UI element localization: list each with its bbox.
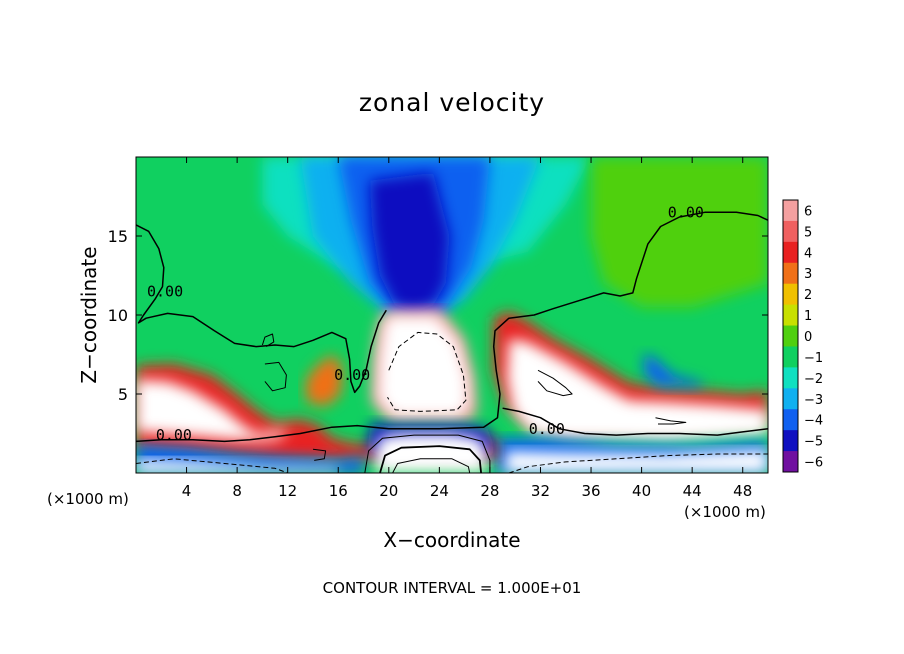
contour-line-12	[136, 458, 288, 473]
color-region-15	[374, 433, 487, 473]
contour-label-3: 0.00	[156, 426, 192, 444]
contour-line-8	[387, 331, 467, 412]
y-tick-label-1: 10	[108, 306, 128, 325]
color-region-3	[369, 172, 450, 312]
x-tick-label-7: 32	[531, 482, 550, 500]
contour-line-2	[502, 407, 768, 436]
contour-line-4	[264, 361, 287, 392]
colorbar-swatch-12	[783, 451, 798, 473]
colorbar-label-8: −2	[804, 372, 823, 387]
colorbar: 6 5 4 3 2 1 0 −1 −2 −3 −4 −5 −6	[782, 199, 823, 473]
color-region-18	[644, 352, 705, 388]
colorbar-label-3: 3	[804, 267, 812, 282]
colorbar-swatch-8	[783, 367, 798, 389]
x-unit-label-left: (×1000 m)	[47, 490, 129, 508]
x-axis-label: X−coordinate	[383, 528, 520, 552]
y-tick-label-2: 15	[108, 227, 128, 246]
contour-line-5	[537, 369, 573, 397]
x-tick-label-3: 16	[329, 482, 348, 500]
x-tick-label-8: 36	[581, 482, 600, 500]
x-tick-label-4: 20	[379, 482, 398, 500]
y-tick-label-0: 5	[118, 385, 128, 404]
colorbar-label-10: −4	[804, 414, 823, 429]
colorbar-label-1: 5	[804, 225, 812, 240]
x-unit-label-right: (×1000 m)	[684, 503, 766, 521]
x-tick-label-9: 40	[632, 482, 651, 500]
colorbar-swatch-3	[783, 262, 798, 285]
contour-label-1: 0.00	[147, 282, 183, 300]
colorbar-swatch-10	[783, 409, 798, 431]
color-region-12	[305, 354, 342, 407]
contour-lines	[136, 211, 768, 473]
contour-line-7	[312, 448, 327, 461]
color-region-13	[136, 379, 288, 442]
colorbar-swatch-11	[783, 430, 798, 452]
colorbar-swatch-5	[783, 304, 798, 327]
x-tick-label-1: 8	[232, 482, 242, 500]
y-axis-ticks: 5 10 15	[108, 227, 768, 404]
contour-line-1	[136, 211, 768, 443]
contour-label-0: 0.00	[668, 203, 704, 221]
x-tick-label-10: 44	[683, 482, 702, 500]
colorbar-label-9: −3	[804, 393, 823, 408]
colorbar-label-0: 6	[804, 204, 812, 219]
colorbar-label-12: −6	[804, 456, 823, 471]
contour-line-10	[379, 445, 482, 473]
colorbar-swatch-7	[783, 346, 798, 368]
color-region-19	[591, 157, 768, 308]
colorbar-label-6: 0	[804, 330, 812, 345]
x-tick-label-0: 4	[182, 482, 192, 500]
colorbar-frame	[782, 199, 799, 473]
contour-label-2: 0.00	[334, 366, 370, 384]
x-tick-label-5: 24	[430, 482, 449, 500]
contour-line-0	[136, 224, 387, 394]
colorbar-label-5: 1	[804, 309, 812, 324]
x-tick-label-2: 12	[278, 482, 297, 500]
colorbar-label-11: −5	[804, 435, 823, 450]
colorbar-swatch-4	[783, 283, 798, 306]
contour-labels: 0.00 0.00 0.00 0.00 0.00	[147, 203, 704, 444]
contour-line-6	[655, 417, 687, 425]
color-region-10	[505, 449, 768, 473]
contour-label-4: 0.00	[529, 420, 565, 438]
chart-title: zonal velocity	[359, 88, 545, 117]
colorbar-swatch-2	[783, 241, 798, 264]
colorbar-swatch-1	[783, 220, 798, 243]
plot-area: 0.00 0.00 0.00 0.00 0.00	[135, 156, 769, 474]
contour-line-13	[508, 453, 768, 473]
y-axis-label: Z−coordinate	[77, 246, 101, 383]
color-region-8	[506, 338, 768, 442]
colorbar-swatch-6	[783, 325, 798, 347]
x-axis-ticks: 4 8 12 16 20 24 28 32 36 40 44 48	[182, 157, 752, 500]
contour-line-11	[392, 458, 471, 473]
contour-line-9	[364, 434, 491, 473]
contour-line-3	[261, 333, 275, 348]
colorbar-swatch-9	[783, 388, 798, 410]
colorbar-label-2: 4	[804, 246, 812, 261]
x-tick-label-11: 48	[733, 482, 752, 500]
colorbar-label-4: 2	[804, 288, 812, 303]
x-tick-label-6: 28	[480, 482, 499, 500]
colorbar-swatch-0	[783, 200, 798, 222]
contour-interval-note: CONTOUR INTERVAL = 1.000E+01	[323, 579, 582, 597]
colorbar-label-7: −1	[804, 351, 823, 366]
